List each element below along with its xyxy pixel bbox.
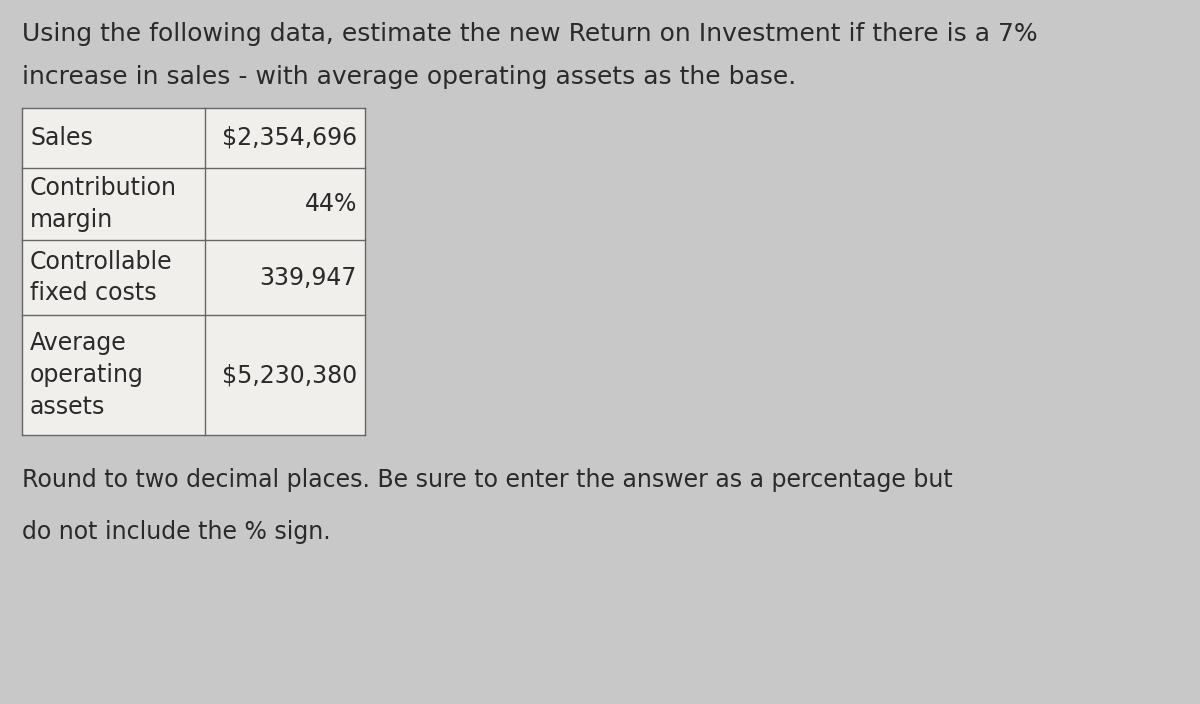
Text: Controllable
fixed costs: Controllable fixed costs [30,250,173,306]
Bar [22,168,205,240]
Text: Round to two decimal places. Be sure to enter the answer as a percentage but: Round to two decimal places. Be sure to … [22,468,953,492]
Text: Using the following data, estimate the new Return on Investment if there is a 7%: Using the following data, estimate the n… [22,22,1038,46]
Text: $5,230,380: $5,230,380 [222,363,358,387]
Text: 339,947: 339,947 [259,265,358,289]
Text: 44%: 44% [305,192,358,216]
Bar [22,315,205,435]
Bar [205,168,365,240]
Bar [22,240,205,315]
Text: do not include the % sign.: do not include the % sign. [22,520,331,544]
Text: $2,354,696: $2,354,696 [222,126,358,150]
Text: Sales: Sales [30,126,92,150]
Text: Average
operating
assets: Average operating assets [30,332,144,419]
Bar [22,108,205,168]
Bar [205,240,365,315]
Bar [205,315,365,435]
Text: increase in sales - with average operating assets as the base.: increase in sales - with average operati… [22,65,797,89]
Bar [205,108,365,168]
Text: Contribution
margin: Contribution margin [30,176,178,232]
